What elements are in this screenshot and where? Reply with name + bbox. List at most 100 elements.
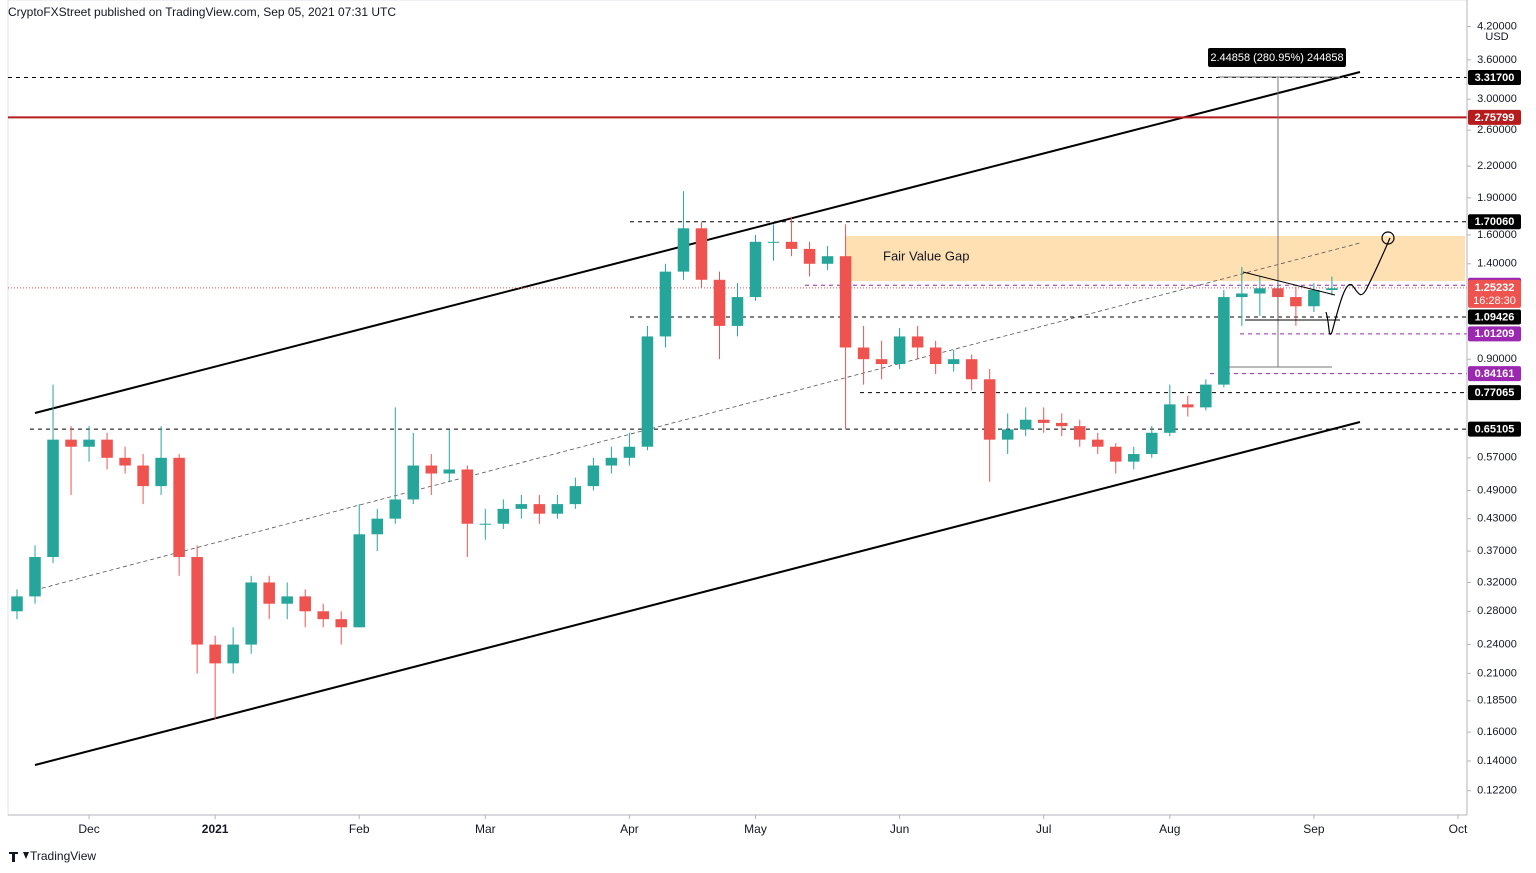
candle-body [173, 457, 185, 558]
price-axis [1467, 0, 1536, 815]
x-tick-label: 2021 [202, 822, 229, 836]
candle-body [803, 248, 816, 264]
axis-labels: 4.20000 3.60000 3.00000 2.60000 2.20000 1.900… [78, 20, 1521, 836]
annotation: Fair Value Gap [883, 248, 969, 263]
y-tick-label: 0.18500 [1477, 695, 1517, 707]
candle-body [1182, 404, 1194, 408]
fair-value-gap [845, 236, 1465, 281]
level-label-box [1468, 279, 1521, 308]
y-tick-label: 3.00000 [1477, 93, 1517, 105]
candle-body [317, 611, 329, 620]
candle-body [155, 457, 167, 487]
level-label-box [1468, 109, 1521, 125]
candle-body [1037, 419, 1050, 423]
candle-body [1073, 426, 1086, 440]
candle-body [659, 271, 672, 337]
candle-body [371, 518, 384, 535]
y-tick-label: 2.60000 [1477, 124, 1517, 136]
candle-body [83, 439, 95, 447]
footer-logo [9, 852, 29, 862]
y-tick-label: 4.20000 [1477, 20, 1517, 32]
candle-body [1164, 404, 1176, 433]
candle-body [191, 557, 203, 645]
candle-body [785, 241, 798, 249]
candle-body [227, 644, 239, 664]
y-tick-label: 1.40000 [1477, 258, 1517, 270]
countdown: 16:28:30 [1473, 295, 1516, 307]
candle-body [587, 465, 600, 487]
candle-body [1146, 432, 1158, 455]
candle-body [137, 465, 149, 487]
level-label: 0.77065 [1475, 387, 1515, 399]
candle-body [101, 439, 113, 458]
y-tick-label: 3.60000 [1477, 54, 1517, 66]
candle-body [1326, 288, 1338, 290]
level-label-box [1468, 421, 1521, 437]
candle-body [1128, 454, 1140, 462]
x-tick-label: Aug [1159, 822, 1180, 836]
candle-body [641, 336, 654, 447]
candle-body [281, 596, 293, 604]
candle-body [749, 241, 762, 298]
level-label-box [1468, 309, 1521, 325]
measure-label: 2.44858 (280.95%) 244858 [1210, 52, 1343, 64]
candle-body [1290, 297, 1302, 307]
level-label-box [1468, 385, 1521, 401]
candle-body [731, 297, 744, 326]
triangle-line [1242, 271, 1336, 296]
candle-body [479, 523, 492, 525]
candle-body [407, 465, 420, 500]
candle-body [1001, 429, 1014, 440]
channel-lower [34, 421, 1361, 766]
y-tick-label: 0.16000 [1477, 726, 1517, 738]
plot-frame [7, 0, 1468, 816]
x-tick-label: Jul [1036, 822, 1051, 836]
chart-title: CryptoFXStreet published on TradingView.… [8, 5, 396, 19]
candle-body [947, 359, 960, 365]
x-tick-label: Feb [349, 822, 370, 836]
candle-body [65, 439, 77, 447]
level-label-box [1468, 326, 1521, 342]
level-label: 3.31700 [1475, 72, 1515, 84]
level-label-box [1468, 366, 1521, 382]
y-tick-label: 0.37000 [1477, 545, 1517, 557]
y-tick-label: 0.24000 [1477, 638, 1517, 650]
candle-body [1055, 422, 1068, 427]
y-tick-label: 0.28000 [1477, 605, 1517, 617]
y-tick-label: 2.20000 [1477, 160, 1517, 172]
candle-body [29, 557, 41, 597]
candle-body [713, 279, 726, 326]
candle-body [551, 504, 564, 514]
candle-body [965, 359, 978, 380]
candle-body [1091, 439, 1104, 447]
candle-body [569, 486, 582, 505]
candle-body [245, 582, 257, 645]
y-tick-label: 0.49000 [1477, 484, 1517, 496]
candle-body [461, 469, 474, 524]
candle-body [209, 644, 221, 664]
candle-body [893, 336, 906, 365]
measure-box [1208, 48, 1346, 67]
y-tick-label: 0.21000 [1477, 667, 1517, 679]
candle-body [1109, 446, 1122, 462]
level-label: 2.75799 [1475, 112, 1515, 124]
candle-body [47, 439, 59, 558]
x-tick-label: Dec [78, 822, 99, 836]
candle-body [929, 347, 942, 365]
candle-body [353, 534, 366, 628]
level-label-box [1468, 214, 1521, 230]
candle-body [335, 619, 347, 628]
candle-body [263, 582, 275, 604]
level-label: 1.09426 [1475, 311, 1515, 323]
candle-body [299, 596, 311, 612]
y-tick-label: 0.32000 [1477, 576, 1517, 588]
candles [11, 191, 1338, 720]
footer: TradingView [30, 849, 96, 863]
candle-body [1236, 293, 1248, 298]
candle-body [119, 457, 131, 466]
candle-body [1200, 384, 1212, 408]
y-tick-label: 0.43000 [1477, 513, 1517, 525]
candle-body [533, 504, 546, 514]
